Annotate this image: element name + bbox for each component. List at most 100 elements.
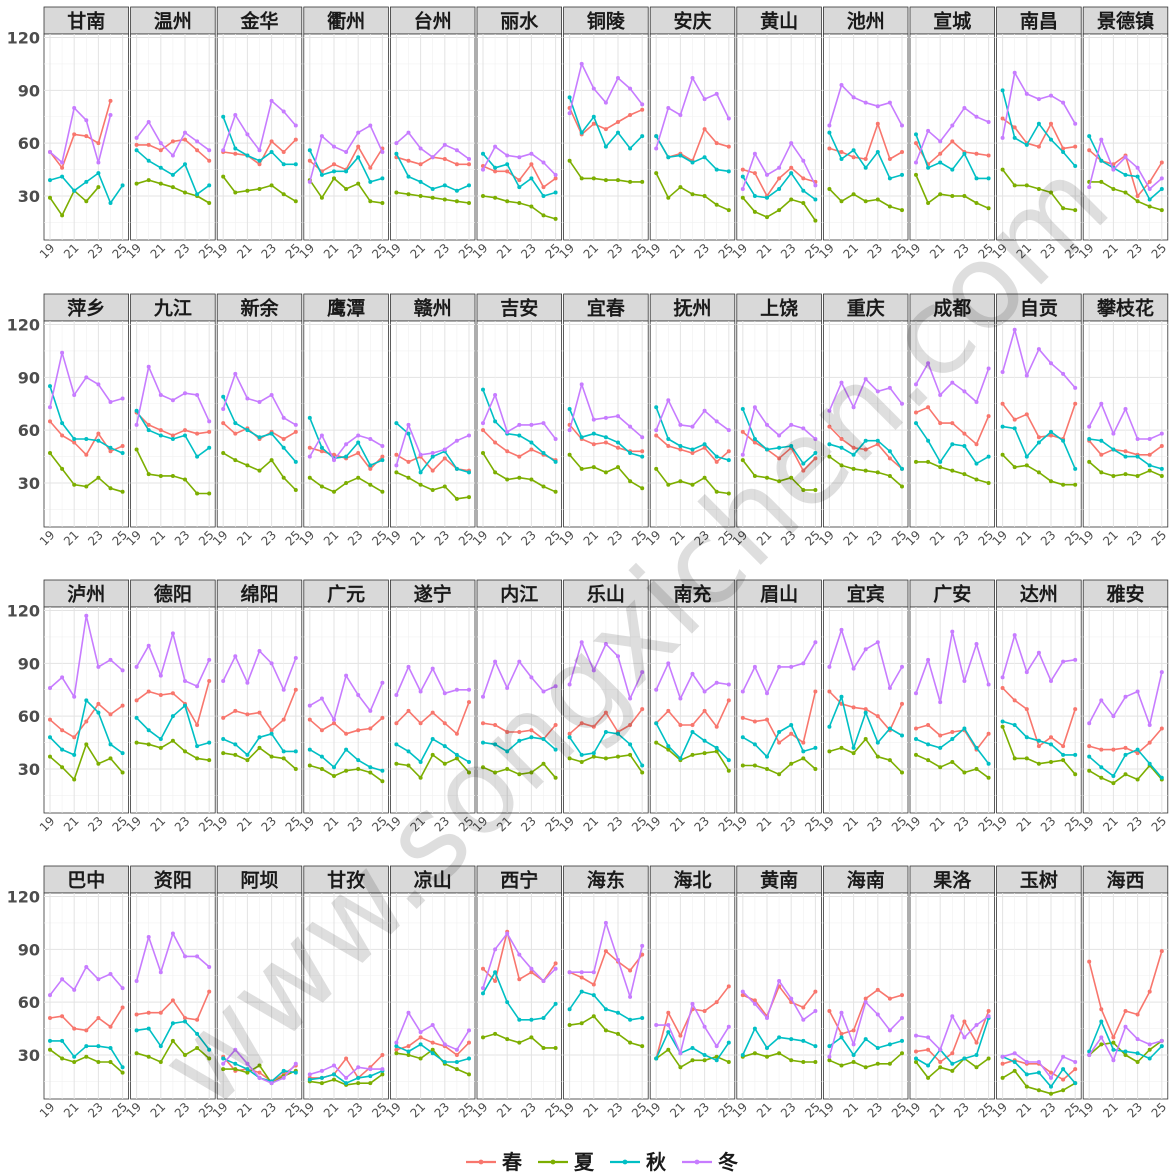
data-point: [493, 440, 498, 445]
data-point: [195, 1031, 200, 1036]
data-point: [1061, 752, 1066, 757]
data-point: [690, 482, 695, 487]
data-point: [493, 722, 498, 727]
data-point: [579, 989, 584, 994]
x-tick-label: 21: [234, 528, 255, 549]
data-point: [875, 1045, 880, 1050]
data-point: [1147, 1047, 1152, 1052]
data-point: [72, 105, 77, 110]
data-point: [1000, 370, 1005, 375]
data-point: [1099, 401, 1104, 406]
data-point: [1073, 466, 1078, 471]
data-point: [60, 747, 65, 752]
data-point: [418, 775, 423, 780]
data-point: [493, 770, 498, 775]
data-point: [1036, 144, 1041, 149]
data-point: [813, 689, 818, 694]
data-point: [356, 155, 361, 160]
data-point: [332, 717, 336, 722]
data-point: [517, 977, 522, 982]
data-point: [1159, 949, 1164, 954]
data-point: [579, 176, 584, 181]
data-point: [1036, 435, 1041, 440]
data-point: [269, 431, 274, 436]
data-point: [579, 752, 584, 757]
data-point: [926, 405, 931, 410]
data-point: [221, 1061, 226, 1066]
data-point: [752, 405, 757, 410]
data-point: [938, 465, 943, 470]
data-point: [195, 139, 200, 144]
data-point: [493, 742, 498, 747]
x-tick-label: 19: [556, 528, 577, 549]
data-point: [406, 708, 411, 713]
data-point: [801, 488, 806, 493]
data-point: [541, 1045, 546, 1050]
data-point: [813, 1060, 818, 1065]
data-point: [914, 1049, 918, 1054]
x-tick-label: 21: [840, 814, 861, 835]
data-point: [752, 151, 757, 156]
data-point: [120, 1005, 125, 1010]
data-point: [467, 687, 471, 692]
data-point: [221, 737, 226, 742]
data-point: [158, 693, 163, 698]
data-point: [394, 141, 399, 146]
data-point: [616, 440, 620, 445]
data-point: [394, 470, 399, 475]
data-point: [740, 407, 745, 412]
data-point: [914, 160, 918, 165]
data-point: [765, 422, 769, 427]
data-point: [467, 1028, 471, 1033]
data-point: [1159, 726, 1164, 731]
data-point: [517, 772, 522, 777]
x-tick-label: 23: [432, 814, 453, 835]
data-point: [567, 735, 572, 740]
data-point: [442, 197, 447, 202]
data-point: [344, 442, 349, 447]
data-point: [332, 774, 336, 779]
data-point: [603, 100, 608, 105]
data-point: [207, 1056, 212, 1061]
x-tick-label: 23: [1038, 528, 1059, 549]
data-point: [827, 424, 832, 429]
data-point: [752, 1026, 757, 1031]
data-point: [529, 1017, 534, 1022]
data-point: [914, 1056, 918, 1061]
data-point: [851, 1042, 856, 1047]
data-point: [938, 459, 943, 464]
data-point: [1061, 100, 1066, 105]
data-point: [1147, 204, 1152, 209]
facet-title: 广安: [933, 583, 971, 606]
data-point: [827, 689, 832, 694]
data-point: [1036, 650, 1041, 655]
data-point: [986, 1014, 991, 1019]
x-tick-label: 23: [605, 1100, 626, 1121]
data-point: [517, 422, 522, 427]
data-point: [900, 664, 904, 669]
data-point: [293, 656, 298, 661]
data-point: [394, 151, 399, 156]
facet-strip: [43, 865, 129, 894]
data-point: [281, 149, 286, 154]
data-point: [368, 436, 373, 441]
data-point: [344, 1075, 349, 1080]
data-point: [146, 728, 151, 733]
facet-title: 自贡: [1020, 297, 1058, 320]
data-point: [1147, 1042, 1152, 1047]
data-point: [1123, 449, 1128, 454]
data-point: [319, 766, 324, 771]
data-point: [789, 141, 794, 146]
data-point: [158, 970, 163, 975]
data-point: [1049, 361, 1053, 366]
data-point: [380, 1052, 385, 1057]
data-point: [962, 105, 967, 110]
data-point: [505, 931, 510, 936]
data-point: [863, 707, 868, 712]
data-point: [60, 421, 65, 426]
x-tick-label: 23: [865, 1100, 886, 1121]
data-point: [1159, 444, 1164, 449]
